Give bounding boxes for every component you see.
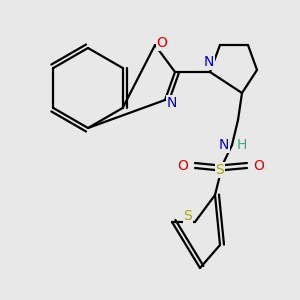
- Text: S: S: [216, 163, 224, 177]
- Text: S: S: [184, 209, 192, 223]
- Text: O: O: [157, 36, 167, 50]
- Text: H: H: [237, 138, 247, 152]
- Text: O: O: [178, 159, 188, 173]
- Text: N: N: [167, 96, 177, 110]
- Text: N: N: [219, 138, 229, 152]
- Text: O: O: [254, 159, 264, 173]
- Text: N: N: [204, 55, 214, 69]
